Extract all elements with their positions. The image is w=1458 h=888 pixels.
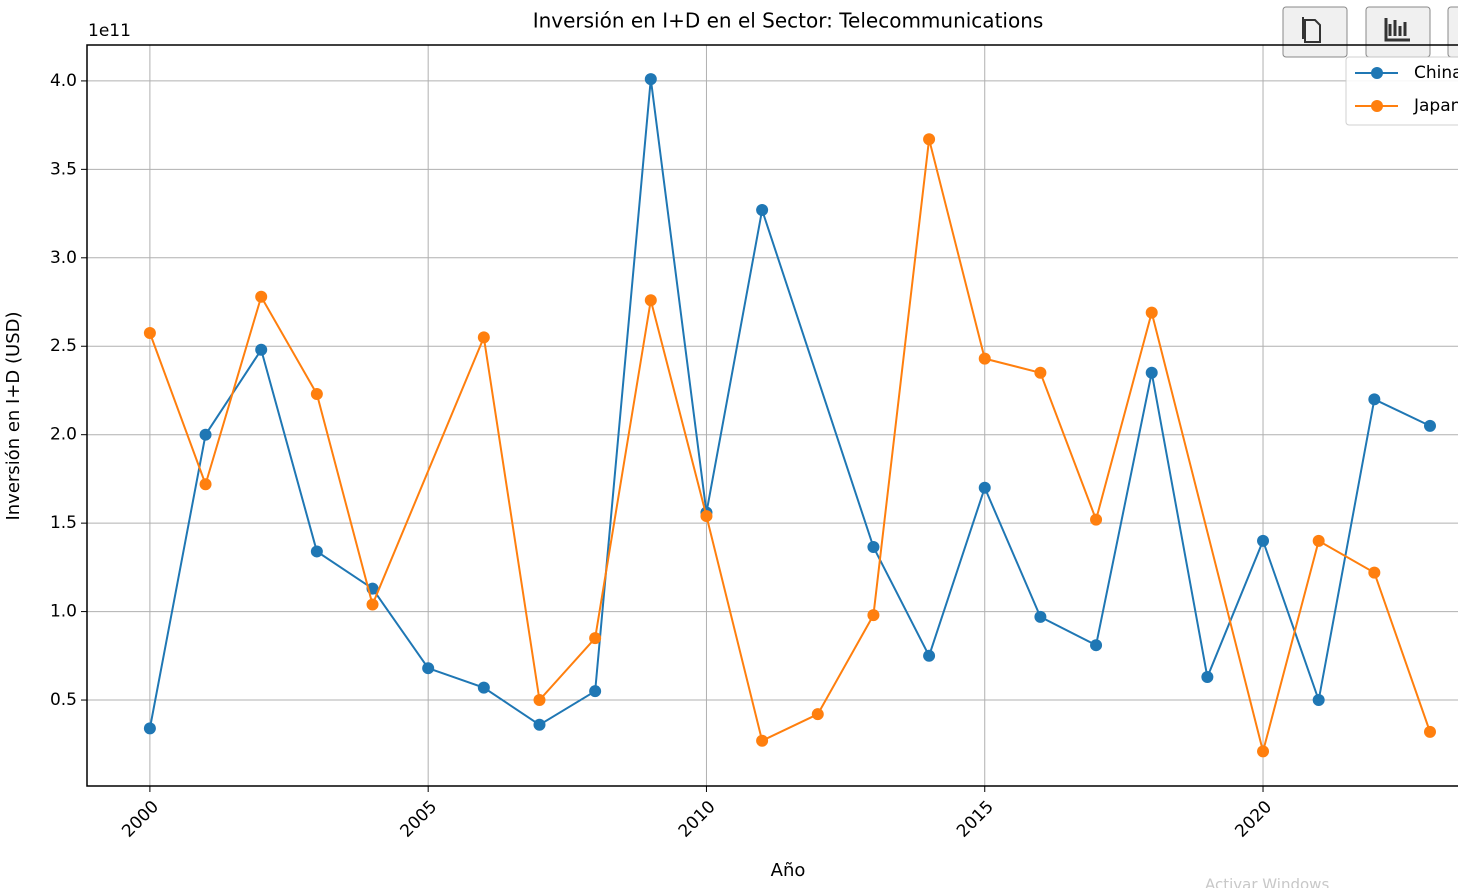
y-tick-label: 0.5 — [50, 690, 77, 710]
y-tick-label: 3.0 — [50, 248, 77, 268]
x-axis-label: Año — [771, 860, 806, 881]
data-point — [1145, 306, 1158, 319]
toolbar — [1282, 6, 1458, 58]
y-tick-label: 2.0 — [50, 425, 77, 445]
legend-label: China — [1414, 63, 1458, 83]
data-point — [923, 133, 936, 146]
data-point — [199, 428, 212, 441]
copy-icon — [1302, 17, 1321, 43]
data-point — [644, 294, 657, 307]
data-point — [811, 708, 824, 721]
x-tick-label: 2000 — [118, 797, 163, 842]
x-tick-label: 2015 — [953, 797, 998, 842]
y-offset-label: 1e11 — [88, 21, 131, 41]
grid-layer — [87, 45, 1458, 786]
data-point — [533, 718, 546, 731]
data-point — [978, 352, 991, 365]
y-axis-label: Inversión en I+D (USD) — [3, 311, 24, 520]
legend-marker — [1371, 100, 1383, 112]
data-point — [1034, 366, 1047, 379]
data-point — [310, 388, 323, 401]
data-point — [533, 694, 546, 707]
data-point — [589, 632, 602, 645]
data-point — [1312, 534, 1325, 547]
copy-button[interactable] — [1282, 6, 1348, 58]
y-tick-label: 4.0 — [50, 71, 77, 91]
y-tick-label: 1.5 — [50, 513, 77, 533]
data-point — [923, 649, 936, 662]
data-point — [978, 481, 991, 494]
data-point — [867, 609, 880, 622]
plot-frame — [86, 44, 1458, 787]
data-point — [1423, 419, 1436, 432]
series-line — [148, 139, 1431, 756]
data-point — [1312, 694, 1325, 707]
data-point — [310, 545, 323, 558]
data-point — [143, 326, 156, 339]
data-point — [1368, 393, 1381, 406]
data-point — [1257, 534, 1270, 547]
data-point — [477, 331, 490, 344]
data-point — [644, 73, 657, 86]
data-point — [867, 541, 880, 554]
data-point — [143, 722, 156, 735]
data-point — [255, 343, 268, 356]
series-line — [148, 79, 1431, 729]
data-point — [1423, 725, 1436, 738]
chart-title: Inversión en I+D en el Sector: Telecommu… — [533, 9, 1044, 33]
data-point — [1090, 513, 1103, 526]
y-tick-label: 2.5 — [50, 336, 77, 356]
data-point — [1201, 671, 1214, 684]
more-button[interactable] — [1447, 6, 1458, 58]
x-tick-label: 2010 — [675, 797, 720, 842]
data-point — [1368, 566, 1381, 579]
data-point — [366, 598, 379, 611]
chart-button[interactable] — [1365, 6, 1431, 58]
data-point — [589, 685, 602, 698]
data-point — [700, 510, 713, 523]
data-point — [756, 734, 769, 747]
watermark: Activar Windows — [1205, 876, 1329, 888]
data-point — [1257, 745, 1270, 758]
y-tick-label: 1.0 — [50, 602, 77, 622]
data-point — [477, 681, 490, 694]
y-tick-label: 3.5 — [50, 159, 77, 179]
data-point — [1034, 610, 1047, 623]
data-point — [255, 290, 268, 303]
data-point — [1145, 366, 1158, 379]
data-point — [756, 204, 769, 217]
chart-icon — [1384, 18, 1410, 42]
legend-label: Japan — [1413, 96, 1458, 116]
x-tick-label: 2020 — [1231, 797, 1276, 842]
legend-marker — [1371, 67, 1383, 79]
data-point — [199, 478, 212, 491]
data-point — [1090, 639, 1103, 652]
x-tick-label: 2005 — [397, 797, 442, 842]
data-point — [422, 662, 435, 675]
